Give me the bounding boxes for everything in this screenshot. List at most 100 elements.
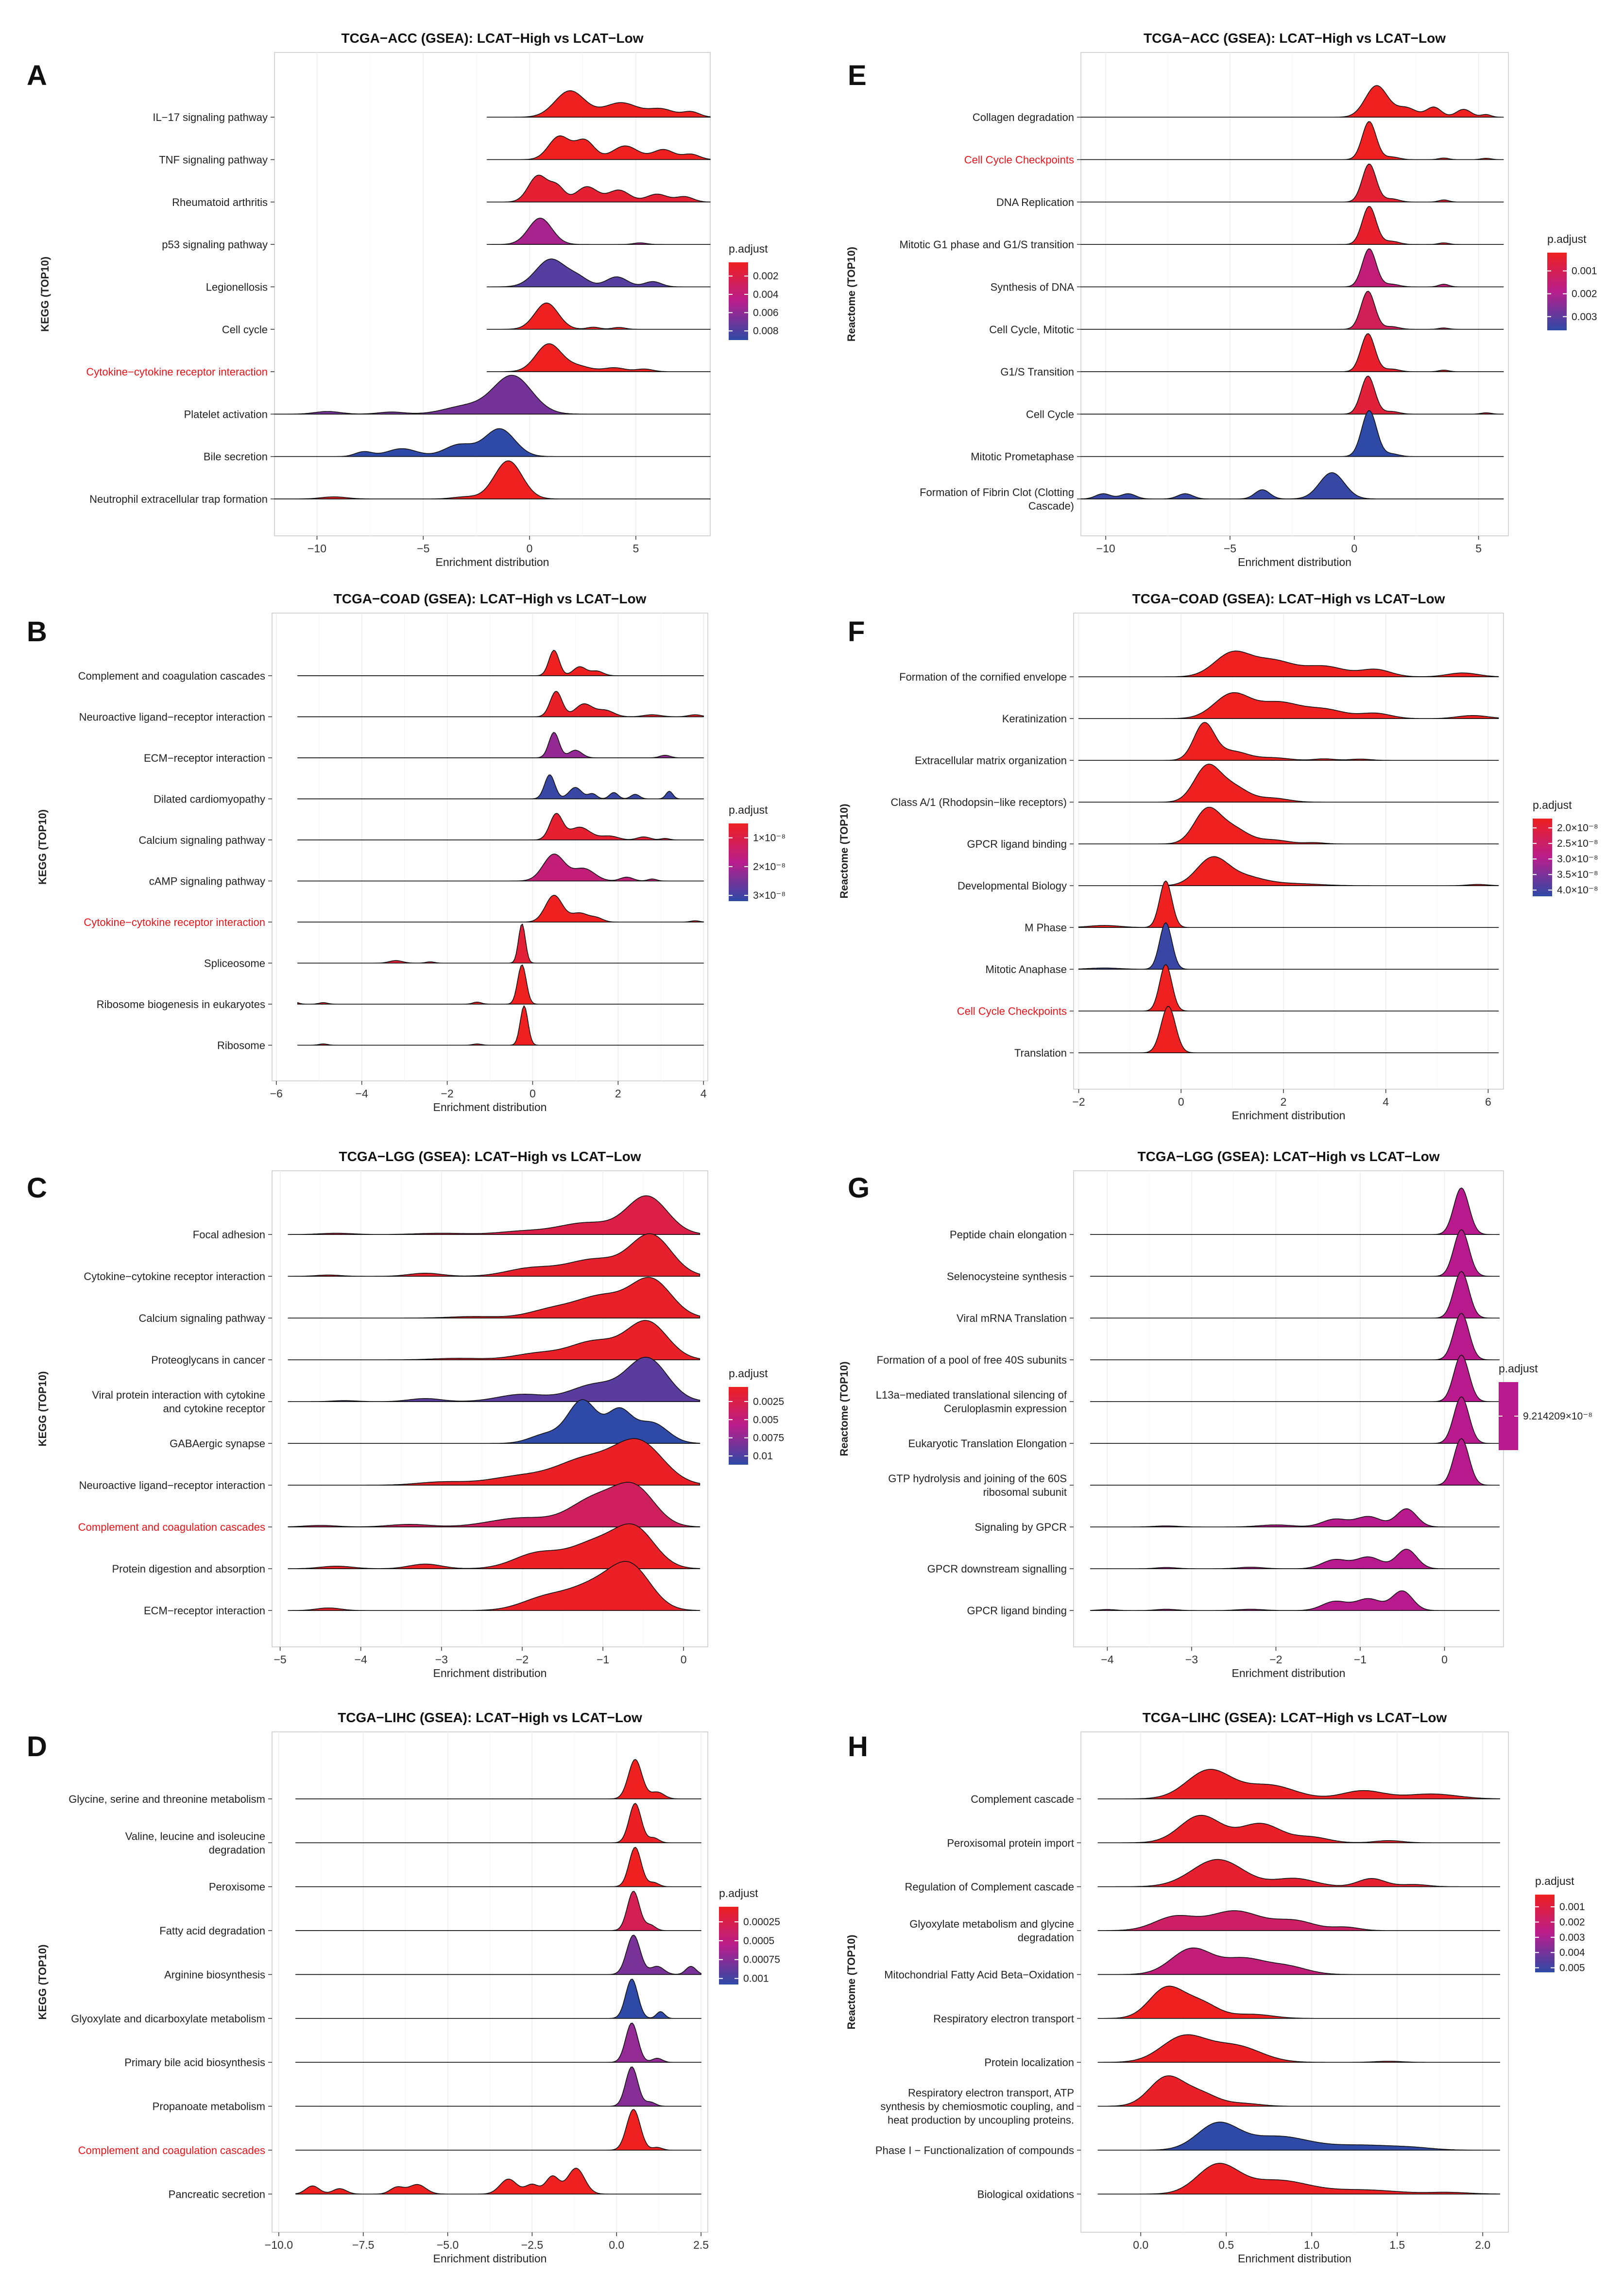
legend-tick-label: 0.0025	[753, 1396, 784, 1407]
legend-tick-label: 1×10⁻⁸	[753, 833, 786, 844]
ridge-density	[1090, 1354, 1500, 1402]
y-tick-label: Selenocysteine synthesis	[947, 1270, 1067, 1283]
ridge-density	[274, 428, 711, 457]
y-tick-label-line: Synthesis of DNA	[991, 281, 1075, 293]
x-axis-title: Enrichment distribution	[1232, 1667, 1346, 1679]
ridge-density	[1097, 1769, 1501, 1799]
legend-tick-label: 0.002	[1572, 289, 1597, 300]
x-axis-title: Enrichment distribution	[433, 1667, 547, 1679]
y-tick-label: Glycine, serine and threonine metabolism	[68, 1793, 265, 1805]
ridge-density	[1090, 1271, 1500, 1318]
y-tick-label-line: Phase I − Functionalization of compounds	[875, 2144, 1074, 2156]
legend-title: p.adjust	[1533, 799, 1572, 811]
y-tick-label: Regulation of Complement cascade	[905, 1881, 1074, 1893]
ridge-density	[1078, 692, 1499, 719]
ridge-density	[288, 1438, 701, 1486]
y-tick-label: GPCR ligand binding	[967, 1605, 1067, 1617]
x-tick-label: −5.0	[437, 2239, 459, 2251]
y-tick-label-line: Mitotic Anaphase	[985, 963, 1067, 975]
y-tick-label-line: ECM−receptor interaction	[144, 1605, 265, 1617]
y-tick-label: Mitochondrial Fatty Acid Beta−Oxidation	[884, 1968, 1074, 1981]
chart-title: TCGA−ACC (GSEA): LCAT−High vs LCAT−Low	[1144, 31, 1446, 46]
y-tick-label-line: heat production by uncoupling proteins.	[888, 2114, 1074, 2126]
legend-tick-label: 3.5×10⁻⁸	[1557, 869, 1598, 880]
y-tick-label-line: Respiratory electron transport, ATP	[908, 2087, 1074, 2099]
y-tick-label-line: GPCR downstream signalling	[927, 1563, 1067, 1575]
ridge-density	[295, 1847, 701, 1887]
y-tick-label: Formation of a pool of free 40S subunits	[877, 1354, 1067, 1366]
ridge-density	[295, 2022, 701, 2063]
y-tick-label: Mitotic Prometaphase	[971, 451, 1074, 463]
x-tick-label: 4	[1383, 1095, 1389, 1108]
y-tick-label: Calcium signaling pathway	[139, 834, 265, 846]
panel-letter: B	[27, 616, 47, 648]
y-tick-label: G1/S Transition	[1000, 366, 1074, 378]
ridge-density	[297, 691, 704, 718]
y-tick-label: Primary bile acid biosynthesis	[124, 2056, 265, 2069]
legend-title: p.adjust	[719, 1887, 758, 1899]
y-tick-label: GPCR downstream signalling	[927, 1563, 1067, 1575]
panel-d: D TCGA−LIHC (GSEA): LCAT−High vs LCAT−Low…	[27, 1710, 780, 2265]
ridge-density	[295, 2109, 701, 2151]
legend-tick-label: 0.001	[1572, 266, 1597, 277]
x-tick-label: −2	[1072, 1095, 1085, 1108]
y-tick-label-line: Respiratory electron transport	[933, 2013, 1074, 2025]
y-tick-label: Class A/1 (Rhodopsin−like receptors)	[890, 796, 1067, 808]
y-tick-label-line: Signaling by GPCR	[974, 1521, 1067, 1533]
y-tick-label-line: Propanoate metabolism	[153, 2101, 265, 2113]
panel-letter: G	[848, 1172, 870, 1204]
ridge-density	[295, 1891, 701, 1931]
y-tick-label: Respiratory electron transport	[933, 2013, 1074, 2025]
ridge-density	[1080, 121, 1504, 160]
x-axis-title: Enrichment distribution	[1232, 1109, 1346, 1122]
ridge-density	[1097, 2121, 1501, 2151]
y-tick-label-line: degradation	[209, 1844, 265, 1856]
y-tick-label: TNF signaling pathway	[159, 154, 268, 166]
x-tick-label: 2	[1281, 1095, 1287, 1108]
y-tick-label: Cell Cycle Checkpoints	[964, 154, 1074, 166]
y-tick-label: Viral mRNA Translation	[957, 1312, 1067, 1324]
y-tick-label-line: Glyoxylate metabolism and glycine	[909, 1918, 1074, 1930]
legend-tick-label: 0.008	[753, 325, 779, 337]
panel-b: B TCGA−COAD (GSEA): LCAT−High vs LCAT−Low…	[27, 591, 786, 1113]
legend-colorbar	[1547, 253, 1567, 330]
y-tick-label: Cell cycle	[222, 324, 268, 336]
x-tick-label: −2.5	[521, 2239, 543, 2251]
y-tick-label-line: Protein localization	[984, 2056, 1074, 2069]
y-tick-label-line: Cell Cycle Checkpoints	[957, 1005, 1067, 1017]
y-tick-label: Phase I − Functionalization of compounds	[875, 2144, 1074, 2156]
legend-tick-label: 0.003	[1572, 311, 1597, 323]
ridge-density	[295, 1934, 701, 1975]
x-tick-label: −6	[270, 1087, 283, 1100]
legend-colorbar	[729, 262, 748, 340]
ridge-density	[486, 174, 711, 203]
ridge-density	[1097, 1947, 1501, 1975]
ridge-density	[295, 2067, 701, 2107]
y-tick-label-line: M Phase	[1025, 922, 1067, 934]
panel-letter: A	[27, 60, 47, 91]
y-tick-label-line: and cytokine receptor	[163, 1403, 265, 1415]
y-tick-label: cAMP signaling pathway	[149, 875, 265, 887]
y-tick-label-line: G1/S Transition	[1000, 366, 1074, 378]
legend-tick-label: 0.001	[743, 1973, 769, 1984]
y-tick-label-line: ECM−receptor interaction	[144, 752, 265, 764]
x-tick-label: 0.0	[609, 2239, 624, 2251]
y-tick-label-line: Complement and coagulation cascades	[78, 2144, 265, 2156]
x-tick-label: 0	[530, 1087, 536, 1100]
y-tick-label: Proteoglycans in cancer	[151, 1354, 265, 1366]
ridge-density	[1080, 206, 1504, 245]
y-tick-label: Focal adhesion	[193, 1229, 265, 1241]
x-tick-label: −4	[355, 1653, 367, 1666]
ridge-density	[295, 2168, 701, 2195]
y-tick-label: Legionellosis	[206, 281, 268, 293]
panel-a: A TCGA−ACC (GSEA): LCAT−High vs LCAT−Low I…	[27, 31, 779, 568]
legend-title: p.adjust	[1499, 1362, 1538, 1375]
legend-colorbar	[1533, 819, 1552, 896]
ridge-density	[486, 218, 711, 245]
x-tick-label: −5	[274, 1653, 286, 1666]
x-tick-label: −2	[516, 1653, 529, 1666]
legend-tick-label: 4.0×10⁻⁸	[1557, 885, 1598, 896]
y-tick-label-line: Ceruloplasmin expression	[944, 1403, 1067, 1415]
y-tick-label-line: Bile secretion	[204, 451, 268, 463]
y-tick-label-line: Calcium signaling pathway	[139, 834, 265, 846]
